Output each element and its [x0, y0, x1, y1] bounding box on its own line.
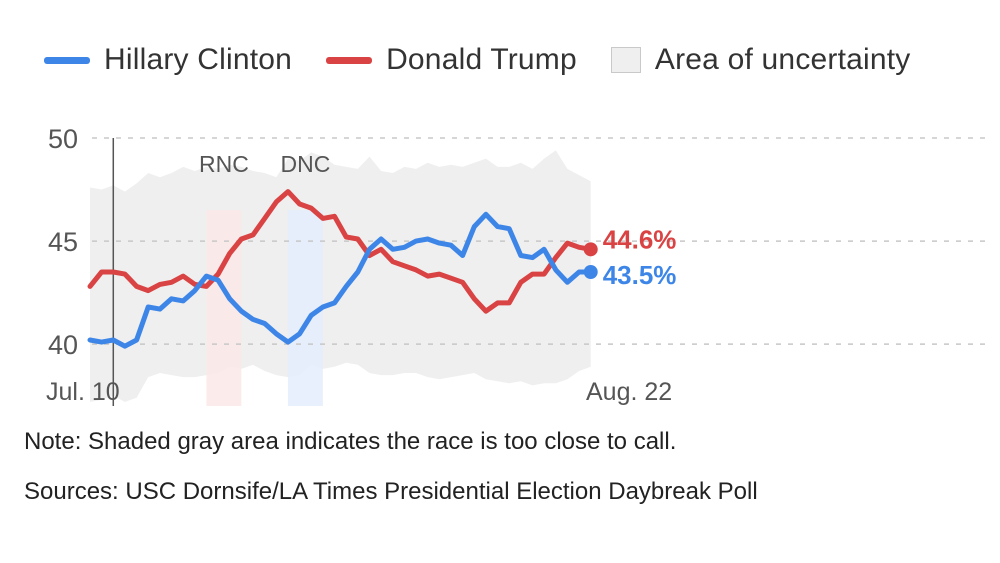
chart-note: Note: Shaded gray area indicates the rac… — [24, 428, 677, 455]
legend-swatch-uncertainty — [610, 47, 641, 73]
chart-legend: Hillary Clinton Donald Trump Area of unc… — [44, 38, 945, 82]
annotation-dnc: DNC — [281, 151, 331, 177]
x-tick-label-end: Aug. 22 — [586, 378, 672, 406]
legend-item-trump: Donald Trump — [326, 43, 577, 77]
clinton-line-end-point — [583, 265, 598, 279]
line-chart: 40 45 50 RNC DNC 44.6% 43.5% Jul. 10 Aug. 22 — [46, 124, 990, 406]
y-tick-label-45: 45 — [48, 227, 78, 257]
trump-line — [87, 189, 594, 314]
clinton-end-label: 43.5% — [603, 260, 677, 290]
legend-item-clinton: Hillary Clinton — [44, 43, 292, 77]
legend-label-trump: Donald Trump — [386, 43, 577, 76]
trump-line-end-point — [583, 242, 598, 257]
annotation-rnc: RNC — [199, 151, 249, 177]
chart-sources: Sources: USC Dornsife/LA Times President… — [24, 478, 758, 505]
legend-swatch-clinton — [44, 56, 90, 64]
uncertainty-band — [90, 150, 591, 402]
legend-item-uncertainty: Area of uncertainty — [610, 43, 911, 77]
y-tick-label-40: 40 — [48, 330, 78, 360]
y-tick-label-50: 50 — [48, 124, 78, 154]
legend-label-uncertainty: Area of uncertainty — [654, 43, 911, 76]
legend-label-clinton: Hillary Clinton — [104, 43, 293, 76]
legend-swatch-trump — [326, 56, 373, 64]
trump-end-label: 44.6% — [603, 224, 677, 254]
x-tick-label-start: Jul. 10 — [46, 378, 120, 406]
clinton-line — [87, 211, 594, 349]
